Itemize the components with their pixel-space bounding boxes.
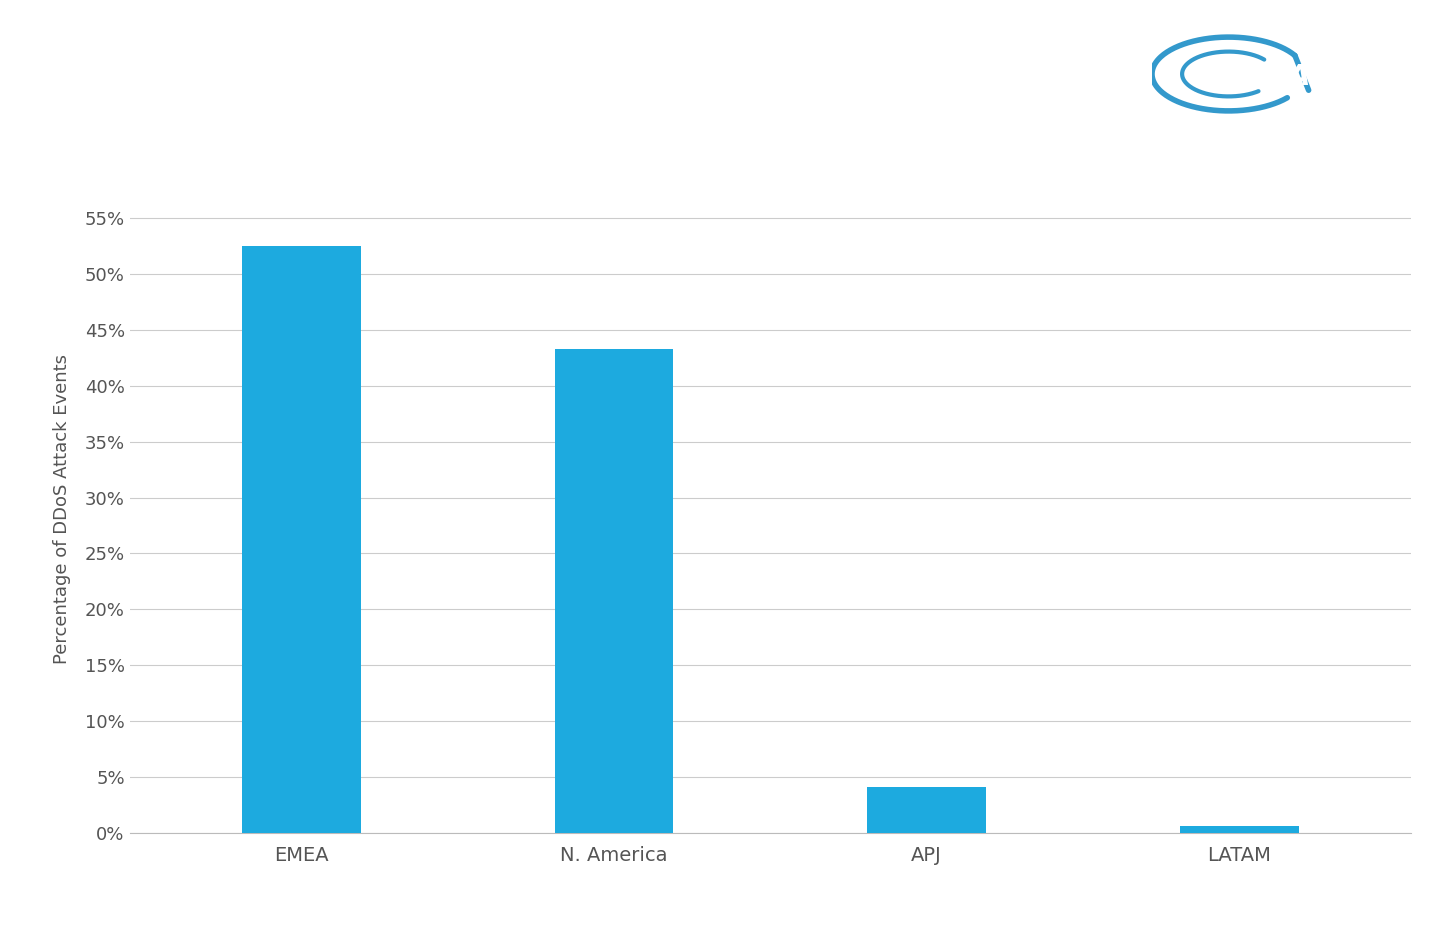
Text: Financial Services: DDoS Attack Events by Region: Financial Services: DDoS Attack Events b… bbox=[135, 37, 1189, 73]
Y-axis label: Percentage of DDoS Attack Events: Percentage of DDoS Attack Events bbox=[53, 353, 71, 664]
Bar bbox=[1179, 826, 1299, 832]
Bar bbox=[242, 246, 361, 832]
Bar bbox=[867, 787, 986, 832]
Text: January 1, 2023 – March 31, 2024: January 1, 2023 – March 31, 2024 bbox=[474, 105, 851, 126]
Circle shape bbox=[1113, 16, 1344, 132]
Text: Akamai: Akamai bbox=[1289, 63, 1410, 91]
Bar bbox=[554, 349, 674, 832]
